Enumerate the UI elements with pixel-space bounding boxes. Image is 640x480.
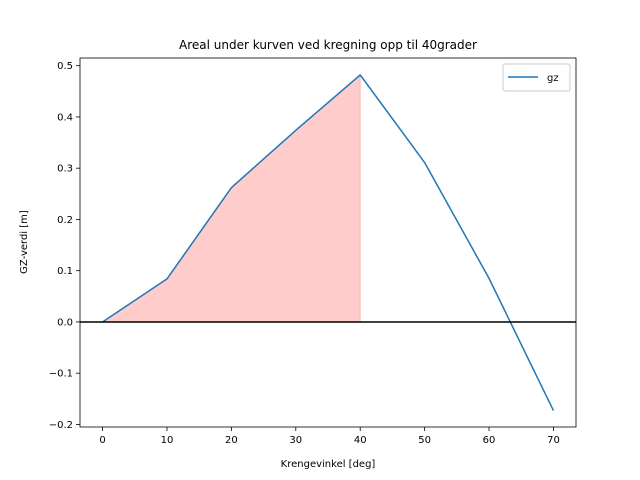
x-tick-label: 30 — [289, 435, 302, 446]
y-tick-label: 0.0 — [57, 317, 73, 328]
x-tick-label: 10 — [161, 435, 174, 446]
y-tick-label: 0.2 — [57, 215, 73, 226]
x-tick-label: 50 — [418, 435, 431, 446]
x-tick-label: 40 — [354, 435, 367, 446]
y-tick-label: 0.1 — [57, 266, 73, 277]
legend-label-gz: gz — [547, 73, 559, 84]
chart-title: Areal under kurven ved kregning opp til … — [179, 38, 477, 52]
series-line-gz — [102, 74, 555, 411]
axes-frame — [79, 57, 577, 428]
plot-area: 0 10 20 30 40 50 60 70 −0.2 −0.1 0.0 0.1 0.2 0.3 0.4 0.… — [49, 57, 577, 446]
y-tick-label: 0.4 — [57, 112, 73, 123]
x-tick-label: 20 — [225, 435, 238, 446]
y-axis-label: GZ-verdi [m] — [19, 210, 30, 274]
y-tick-label: 0.3 — [57, 164, 73, 175]
x-tick-label: 60 — [483, 435, 496, 446]
x-axis-label: Krengevinkel [deg] — [281, 459, 376, 470]
legend: gz — [502, 63, 571, 92]
y-tick-label: −0.1 — [49, 369, 73, 380]
y-tick-label: 0.5 — [57, 61, 73, 72]
x-tick-label: 70 — [547, 435, 560, 446]
x-tick-label: 0 — [99, 435, 105, 446]
y-tick-label: −0.2 — [49, 420, 73, 431]
